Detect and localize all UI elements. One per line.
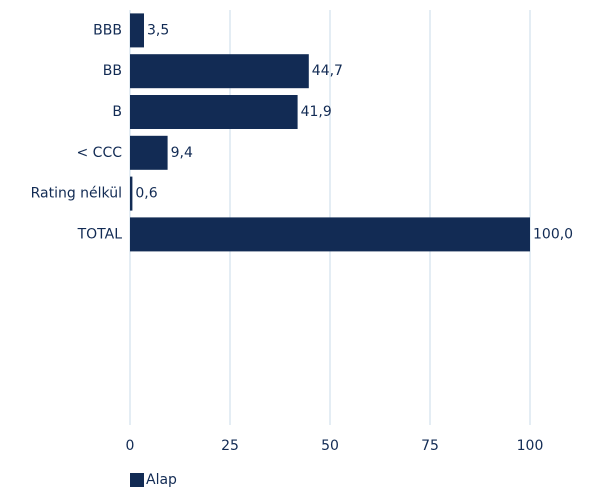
y-tick-label: B bbox=[112, 104, 122, 120]
bar bbox=[130, 95, 298, 129]
bar bbox=[130, 54, 309, 89]
x-tick-label: 100 bbox=[517, 438, 544, 454]
data-label: 0,6 bbox=[135, 186, 157, 202]
data-label: 9,4 bbox=[171, 145, 193, 161]
bar bbox=[130, 176, 133, 211]
x-tick-label: 50 bbox=[321, 438, 339, 454]
x-tick-label: 75 bbox=[421, 438, 439, 454]
legend-label: Alap bbox=[146, 472, 177, 488]
y-tick-label: BB bbox=[103, 63, 122, 79]
legend-swatch bbox=[130, 473, 144, 487]
data-label: 3,5 bbox=[147, 22, 169, 38]
y-tick-label: TOTAL bbox=[77, 226, 123, 242]
data-label: 100,0 bbox=[533, 226, 573, 242]
bar bbox=[130, 217, 530, 252]
bar bbox=[130, 13, 144, 48]
data-label: 41,9 bbox=[301, 104, 332, 120]
bar bbox=[130, 135, 168, 170]
y-tick-label: < CCC bbox=[76, 145, 122, 161]
x-tick-label: 25 bbox=[221, 438, 239, 454]
y-tick-label: Rating nélkül bbox=[31, 186, 122, 202]
data-label: 44,7 bbox=[312, 63, 343, 79]
y-tick-label: BBB bbox=[93, 22, 122, 38]
x-tick-label: 0 bbox=[126, 438, 135, 454]
